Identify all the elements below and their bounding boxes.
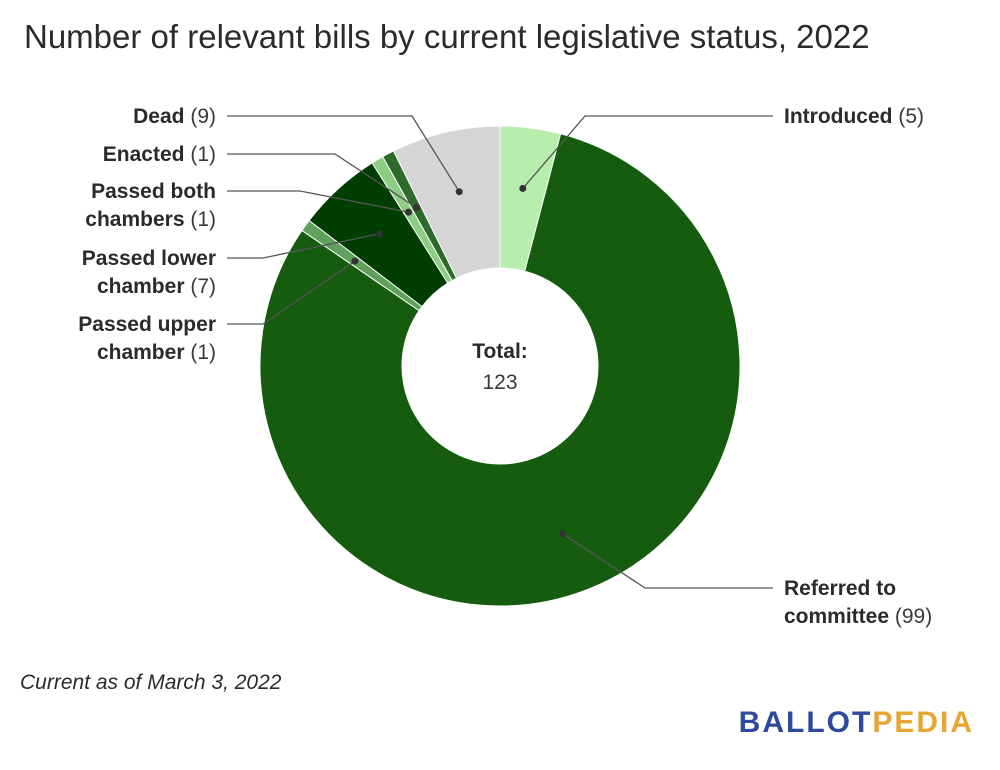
leader-dot-introduced <box>519 184 527 192</box>
ballotpedia-logo: BALLOTPEDIA <box>739 706 974 740</box>
leader-dot-referred-to-committee <box>559 530 567 538</box>
logo-part-ballot: BALLOT <box>738 706 873 739</box>
logo-part-pedia: PEDIA <box>872 706 974 739</box>
leader-line-passed-lower-chamber <box>227 233 380 259</box>
slice-label-passed-both-chambers: Passed both chambers (1) <box>85 180 216 231</box>
slice-label-referred-to-committee: Referred to committee (99) <box>784 577 932 628</box>
leader-dot-passed-both-chambers <box>405 208 413 216</box>
leader-dot-dead <box>455 188 463 196</box>
center-total-value: 123 <box>482 371 517 394</box>
leader-line-enacted <box>227 153 417 209</box>
leader-line-referred-to-committee <box>562 533 773 589</box>
slice-dead <box>392 125 501 279</box>
slice-referred-to-committee <box>259 133 741 607</box>
slice-label-enacted: Enacted (1) <box>103 143 216 166</box>
slice-label-introduced: Introduced (5) <box>784 105 924 128</box>
center-total-label: Total: <box>472 340 528 363</box>
slice-label-dead: Dead (9) <box>133 105 216 128</box>
chart-title: Number of relevant bills by current legi… <box>24 18 870 55</box>
labels-group: Introduced (5) Referred to committee (99) P… <box>78 105 932 628</box>
leader-line-passed-both-chambers <box>227 190 409 213</box>
slice-label-passed-lower-chamber: Passed lower chamber (7) <box>82 247 216 298</box>
leader-dot-passed-upper-chamber <box>351 257 359 265</box>
leader-line-dead <box>227 115 460 193</box>
footnote: Current as of March 3, 2022 <box>20 671 282 694</box>
leader-line-introduced <box>522 115 773 189</box>
leader-dot-passed-lower-chamber <box>375 230 383 238</box>
leader-lines-group <box>227 115 773 589</box>
leader-line-passed-upper-chamber <box>227 260 356 325</box>
slice-label-passed-upper-chamber: Passed upper chamber (1) <box>78 313 216 364</box>
slices-group <box>259 125 741 607</box>
leader-dot-enacted <box>413 204 421 212</box>
